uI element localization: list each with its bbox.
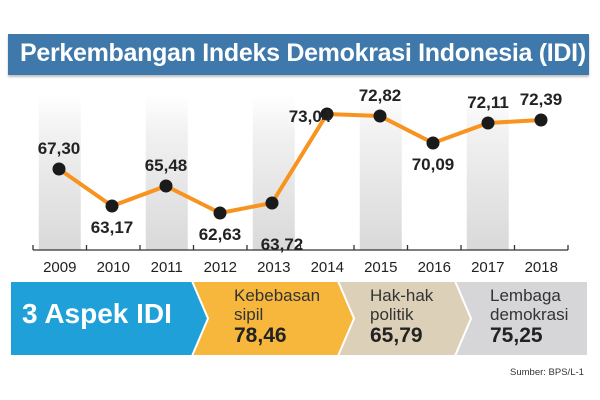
data-value-label: 63,72 (261, 235, 304, 254)
chart-title: Perkembangan Indeks Demokrasi Indonesia … (20, 39, 586, 67)
x-tick-label: 2009 (43, 259, 76, 276)
data-value-label: 72,82 (359, 86, 402, 105)
data-point-marker (265, 196, 279, 210)
aspect-value: 75,25 (490, 324, 543, 347)
data-value-label: 70,09 (412, 155, 455, 174)
data-labels: 67,30 63,17 65,48 62,63 63,72 73,04 72,82 70,09… (38, 86, 563, 254)
x-axis (32, 245, 569, 251)
source-note: Sumber: BPS/L-1 (510, 367, 584, 378)
data-point-marker (426, 136, 440, 150)
data-markers (52, 107, 548, 220)
x-tick-label: 2016 (418, 259, 451, 276)
line-chart: 67,30 63,17 65,48 62,63 63,72 73,04 72,82 70,09… (32, 86, 569, 276)
x-tick-label: 2018 (525, 259, 558, 276)
aspect-label: Lembaga (490, 286, 561, 305)
data-point-marker (320, 107, 334, 121)
data-point-marker (534, 113, 548, 127)
shaded-columns (38, 95, 509, 250)
aspect-label: Kebebasan (234, 286, 321, 305)
x-tick-label: 2011 (151, 259, 183, 276)
data-point-marker (105, 199, 119, 213)
x-tick-label: 2012 (204, 259, 237, 276)
shaded-column (252, 95, 295, 250)
shaded-column (145, 95, 188, 250)
x-tick-label: 2014 (311, 259, 344, 276)
data-line (57, 112, 543, 215)
aspect-value: 65,79 (370, 324, 423, 347)
aspect-label: politik (370, 305, 414, 324)
data-value-label: 62,63 (199, 225, 242, 244)
aspect-item-lembaga-demokrasi: Lembaga demokrasi 75,25 (490, 286, 568, 348)
aspect-item-hak-politik: Hak-hak politik 65,79 (370, 286, 433, 348)
data-point-marker (52, 162, 66, 176)
data-value-label: 67,30 (38, 139, 81, 158)
data-value-label: 73,04 (289, 107, 332, 126)
x-tick-label: 2017 (471, 259, 504, 276)
data-point-marker (213, 206, 227, 220)
chart-title-bar: Perkembangan Indeks Demokrasi Indonesia … (8, 34, 589, 75)
aspect-label: demokrasi (490, 305, 569, 324)
data-value-label: 72,39 (520, 90, 563, 109)
aspect-label: Hak-hak (370, 286, 434, 305)
data-point-marker (159, 179, 173, 193)
aspect-value: 78,46 (234, 324, 287, 347)
x-tick-label: 2010 (97, 259, 130, 276)
aspect-item-kebebasan-sipil: Kebebasan sipil 78,46 (234, 286, 320, 348)
data-value-label: 63,17 (91, 218, 134, 237)
x-tick-labels: 2009 2010 2011 2012 2013 2014 2015 2016 2017 2018 (43, 259, 558, 276)
x-tick-label: 2013 (257, 259, 290, 276)
data-point-marker (373, 109, 387, 123)
aspect-heading-chevron (9, 280, 210, 357)
aspect-label: sipil (234, 305, 264, 324)
data-value-label: 65,48 (145, 156, 188, 175)
data-point-marker (481, 116, 495, 130)
x-tick-label: 2015 (364, 259, 397, 276)
aspects-heading: 3 Aspek IDI (22, 298, 172, 329)
data-value-label: 72,11 (467, 93, 509, 112)
